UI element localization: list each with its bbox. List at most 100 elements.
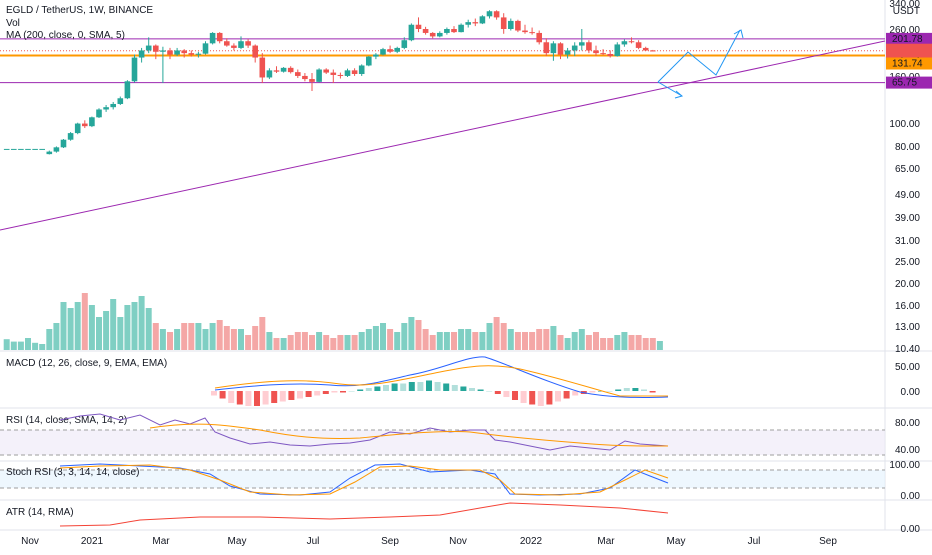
candle-body[interactable] — [167, 50, 173, 55]
candle-body[interactable] — [153, 45, 159, 52]
candle-body[interactable] — [216, 32, 223, 42]
candle-body[interactable] — [103, 107, 109, 110]
candle-body[interactable] — [564, 50, 571, 55]
candle-body[interactable] — [188, 53, 195, 55]
candle-body[interactable] — [536, 32, 542, 43]
candle-body[interactable] — [96, 109, 102, 118]
stoch-k-line[interactable] — [59, 463, 669, 496]
candle-body[interactable] — [394, 47, 400, 52]
candle-body[interactable] — [380, 49, 386, 55]
macd-line[interactable] — [214, 356, 669, 398]
candle-body[interactable] — [515, 20, 521, 31]
candle-body[interactable] — [124, 81, 131, 99]
candle-body[interactable] — [39, 148, 45, 150]
candle-body[interactable] — [373, 54, 379, 57]
candle-body[interactable] — [429, 32, 436, 37]
candle-body[interactable] — [181, 50, 187, 54]
candle-body[interactable] — [387, 49, 393, 52]
candle-body[interactable] — [493, 11, 500, 18]
candle-body[interactable] — [437, 32, 443, 37]
candle-body[interactable] — [195, 53, 202, 55]
candle-body[interactable] — [579, 42, 585, 46]
candle-body[interactable] — [529, 32, 535, 34]
candle-body[interactable] — [451, 29, 457, 33]
candle-body[interactable] — [295, 72, 301, 76]
candle-body[interactable] — [628, 41, 635, 43]
candle-body[interactable] — [160, 50, 166, 52]
candle-body[interactable] — [500, 17, 507, 29]
candle-body[interactable] — [344, 70, 351, 76]
trendline[interactable] — [0, 40, 886, 231]
candle-body[interactable] — [351, 70, 358, 74]
candle-body[interactable] — [74, 123, 81, 134]
candle-body[interactable] — [18, 148, 24, 150]
candle-body[interactable] — [110, 103, 116, 108]
candle-body[interactable] — [323, 69, 329, 73]
rsi-line[interactable] — [59, 413, 669, 451]
candle-body[interactable] — [82, 123, 88, 127]
candle-body[interactable] — [586, 42, 592, 51]
candle-body[interactable] — [366, 56, 372, 66]
candle-body[interactable] — [67, 133, 74, 140]
candle-body[interactable] — [46, 151, 53, 155]
candle-body[interactable] — [25, 148, 31, 150]
candle-body[interactable] — [593, 50, 599, 54]
candle-body[interactable] — [614, 44, 621, 57]
candle-body[interactable] — [245, 41, 251, 46]
candle-body[interactable] — [522, 30, 528, 33]
candle-body[interactable] — [209, 32, 216, 44]
candle-body[interactable] — [621, 41, 628, 45]
candle-body[interactable] — [465, 22, 471, 25]
candle-body[interactable] — [337, 74, 344, 76]
candle-body[interactable] — [408, 24, 415, 41]
candle-body[interactable] — [266, 70, 273, 78]
candle-body[interactable] — [650, 50, 656, 52]
candle-body[interactable] — [635, 42, 642, 48]
candle-body[interactable] — [401, 40, 408, 48]
candle-body[interactable] — [60, 139, 67, 148]
candle-body[interactable] — [131, 57, 138, 82]
candle-body[interactable] — [422, 29, 429, 33]
candle-body[interactable] — [508, 20, 514, 29]
candle-body[interactable] — [302, 75, 308, 80]
candle-body[interactable] — [444, 29, 450, 33]
candle-body[interactable] — [557, 43, 564, 55]
candle-body[interactable] — [287, 67, 294, 73]
candle-body[interactable] — [202, 43, 209, 54]
candle-body[interactable] — [642, 47, 649, 51]
candle-body[interactable] — [330, 72, 337, 75]
stoch-d-line[interactable] — [59, 464, 669, 496]
candle-body[interactable] — [259, 57, 266, 78]
candle-body[interactable] — [231, 45, 237, 48]
candle-body[interactable] — [358, 65, 365, 74]
candle-body[interactable] — [32, 148, 38, 150]
candle-body[interactable] — [280, 67, 287, 72]
candle-body[interactable] — [600, 53, 606, 55]
candle-body[interactable] — [138, 50, 145, 58]
candle-body[interactable] — [252, 45, 258, 58]
candle-body[interactable] — [571, 45, 578, 51]
candle-body[interactable] — [543, 42, 550, 54]
candle-body[interactable] — [550, 43, 557, 54]
projection-path-down[interactable] — [657, 81, 683, 97]
candle-body[interactable] — [224, 41, 230, 46]
candle-body[interactable] — [458, 24, 464, 33]
rsi-ma-line[interactable] — [149, 423, 669, 447]
atr-line[interactable] — [59, 502, 669, 527]
candle-body[interactable] — [273, 70, 280, 72]
candle-body[interactable] — [316, 69, 322, 82]
candle-body[interactable] — [11, 148, 17, 150]
candle-body[interactable] — [238, 41, 244, 48]
candle-body[interactable] — [486, 11, 493, 17]
candle-body[interactable] — [479, 16, 486, 24]
candle-body[interactable] — [309, 79, 315, 82]
candle-body[interactable] — [3, 148, 10, 150]
candle-body[interactable] — [174, 50, 180, 55]
candle-body[interactable] — [145, 45, 152, 51]
candle-body[interactable] — [472, 22, 479, 24]
candle-body[interactable] — [415, 24, 422, 29]
candle-body[interactable] — [89, 117, 95, 127]
projection-path-up[interactable] — [657, 29, 741, 83]
candle-body[interactable] — [53, 147, 60, 152]
